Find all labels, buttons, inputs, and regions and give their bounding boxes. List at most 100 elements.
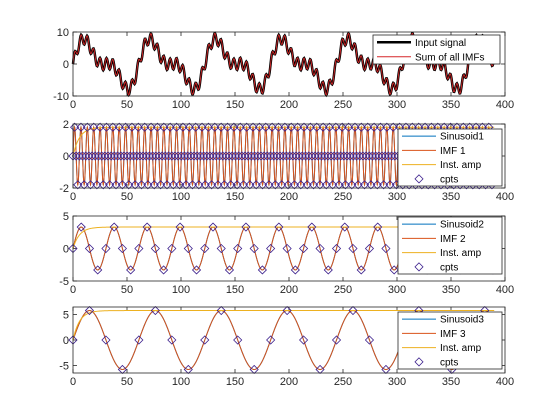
legend: Input signal Sum of all IMFs [372, 34, 501, 65]
cpts-marker [164, 151, 174, 161]
cpts-marker [134, 335, 144, 345]
legend-label: Inst. amp [440, 160, 482, 171]
cpts-marker [117, 364, 127, 375]
cpts-marker [315, 364, 325, 375]
cpts-marker [250, 151, 260, 161]
cpts-marker [197, 122, 207, 132]
cpts-marker [81, 151, 91, 161]
cpts-marker [216, 243, 226, 254]
cpts-marker [321, 180, 331, 190]
cpts-marker [159, 265, 169, 275]
cpts-marker [294, 151, 304, 161]
cpts-marker [85, 180, 96, 190]
cpts-marker [101, 122, 112, 132]
legend-label: IMF 3 [440, 329, 466, 340]
x-tick-label: 100 [172, 99, 190, 111]
axes-frame [72, 123, 506, 189]
cpts-marker [195, 151, 206, 161]
cpts-marker [328, 180, 338, 190]
cpts-marker [183, 364, 193, 375]
cpts-marker [270, 180, 280, 190]
cpts-marker [214, 151, 225, 161]
axes-frame [72, 31, 506, 97]
cpts-marker [203, 122, 213, 132]
cpts-marker [256, 151, 266, 161]
x-tick-label: 50 [121, 376, 133, 388]
cpts-marker [351, 151, 362, 161]
axes-frame [72, 306, 506, 374]
cpts-marker [266, 243, 276, 254]
legend-box [397, 311, 503, 370]
cpts-marker [135, 151, 145, 161]
cpts-marker [167, 243, 177, 254]
cpts-marker [189, 151, 199, 161]
legend-label: IMF 2 [440, 234, 466, 245]
cpts-marker [124, 180, 134, 190]
cpts-marker [237, 151, 247, 161]
cpts-marker [316, 151, 327, 161]
x-tick-label: 350 [442, 191, 460, 203]
cpts-marker [82, 122, 92, 132]
cpts-marker [200, 335, 210, 345]
cpts-marker [101, 335, 111, 345]
cpts-marker [248, 122, 258, 132]
cpts-marker [74, 151, 84, 161]
cpts-marker [364, 151, 374, 161]
x-tick-label: 200 [280, 284, 298, 296]
cpts-marker [113, 151, 123, 161]
cpts-marker [218, 151, 228, 161]
cpts-marker [253, 151, 263, 161]
series-line-inst-amp [72, 126, 495, 157]
cpts-marker [342, 151, 352, 161]
x-tick-label: 0 [70, 191, 76, 203]
cpts-marker [380, 151, 390, 161]
cpts-marker [269, 151, 279, 161]
cpts-marker [134, 243, 144, 254]
cpts-marker [315, 180, 325, 190]
cpts-marker [130, 180, 140, 190]
cpts-marker [144, 151, 155, 161]
y-tick-label: -5 [59, 276, 69, 288]
x-tick-label: 350 [442, 99, 460, 111]
cpts-marker [210, 122, 220, 132]
cpts-marker [373, 222, 383, 232]
x-tick-label: 400 [496, 191, 514, 203]
cpts-marker [208, 151, 218, 161]
cpts-marker [355, 151, 365, 161]
cpts-marker [257, 265, 267, 275]
cpts-marker [323, 151, 333, 161]
cpts-marker [157, 151, 167, 161]
cpts-marker [73, 180, 83, 190]
legend-label: cpts [440, 262, 458, 273]
cpts-marker [221, 151, 231, 161]
cpts-marker [381, 364, 391, 375]
y-tick-label: 10 [57, 27, 69, 39]
cpts-marker [150, 243, 160, 254]
y-tick-label: 0 [63, 151, 69, 163]
cpts-marker [340, 180, 350, 190]
cpts-marker [187, 180, 198, 190]
legend-label: Sinusoid2 [440, 220, 484, 231]
y-tick-label: 2 [63, 119, 69, 131]
cpts-marker [173, 151, 183, 161]
cpts-marker [140, 122, 150, 132]
cpts-marker [154, 151, 164, 161]
cpts-marker [211, 151, 221, 161]
cpts-marker [331, 122, 341, 132]
cpts-marker [105, 180, 115, 190]
cpts-marker [167, 151, 177, 161]
axes-3: 0 50 100 150 200 250 300 350 400-505Sinusoid2IMF… [59, 211, 514, 296]
cpts-marker [364, 335, 375, 345]
cpts-marker [84, 151, 94, 161]
cpts-marker [344, 122, 354, 132]
cpts-marker [100, 151, 110, 161]
cpts-marker [128, 151, 139, 161]
cpts-marker [281, 151, 292, 161]
cpts-marker [233, 243, 243, 254]
cpts-marker [119, 151, 129, 161]
cpts-marker [138, 151, 148, 161]
cpts-marker [299, 122, 309, 132]
cpts-marker [200, 180, 210, 190]
cpts-marker [95, 122, 105, 132]
cpts-marker [275, 151, 285, 161]
